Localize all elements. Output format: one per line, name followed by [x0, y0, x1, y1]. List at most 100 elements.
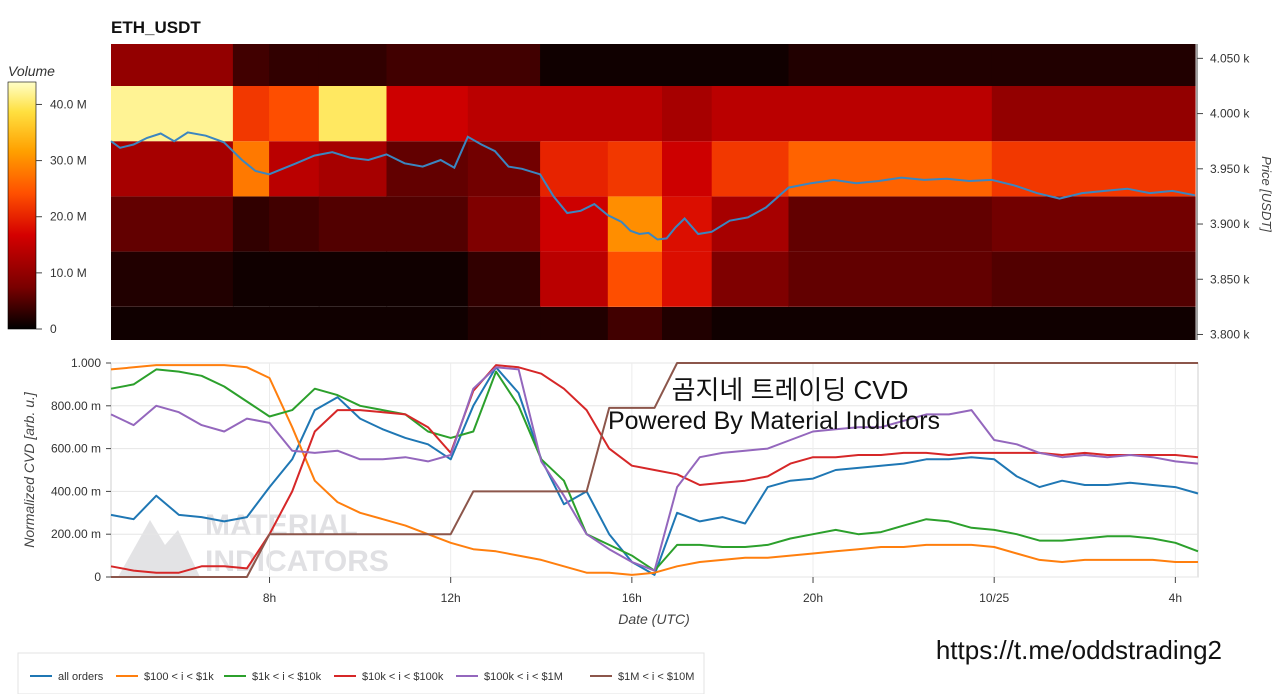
heatmap-cell [386, 141, 469, 197]
colorbar-tick-label: 40.0 M [50, 97, 87, 111]
heatmap-cell [788, 196, 993, 252]
cvd-annotation-line2: Powered By Material Indictors [608, 407, 940, 435]
heatmap-area [111, 44, 1196, 340]
heatmap-cell [607, 306, 663, 340]
cvd-ytick-label: 400.00 m [51, 484, 101, 498]
cvd-series-line [111, 362, 1198, 578]
heatmap-cell [386, 306, 469, 340]
heatmap-cell [788, 44, 993, 86]
cvd-series-line [110, 364, 1199, 574]
cvd-xlabel: Date (UTC) [618, 611, 690, 627]
legend: all orders $100 < i < $1k $1k < i < $10k $1… [30, 671, 694, 683]
colorbar-tick-label: 10.0 M [50, 266, 87, 280]
heatmap-cell [788, 251, 993, 307]
cvd-xtick-label: 8h [263, 591, 276, 605]
heatmap-cell [318, 251, 388, 307]
heatmap-cell [111, 141, 234, 197]
heatmap-cell [111, 86, 234, 142]
heatmap-cell [711, 141, 790, 197]
heatmap-tick-label: 3.800 k [1210, 327, 1250, 341]
heatmap-cell [711, 86, 790, 142]
watermark: MATERIAL INDICATORS [118, 509, 389, 578]
cvd-annotation-line1: 곰지네 트레이딩 CVD [672, 375, 909, 405]
legend-label: $100 < i < $1k [144, 671, 214, 683]
heatmap-cell [269, 306, 320, 340]
heatmap-cell [232, 306, 270, 340]
heatmap-tick-label: 3.900 k [1210, 217, 1250, 231]
colorbar-tick-label: 0 [50, 322, 57, 336]
cvd-ytick-label: 600.00 m [51, 442, 101, 456]
heatmap-cell [467, 86, 541, 142]
heatmap-cell [540, 306, 609, 340]
cvd-xtick-label: 20h [803, 591, 823, 605]
cvd-series-line [110, 366, 1199, 572]
heatmap-cell [540, 196, 609, 252]
heatmap-cell [232, 196, 270, 252]
heatmap-cell [991, 86, 1196, 142]
watermark-line2: INDICATORS [205, 545, 389, 578]
legend-box [17, 652, 705, 695]
heatmap-title: ETH_USDT [111, 18, 201, 37]
heatmap-cell [269, 44, 320, 86]
cvd-ytick-label: 800.00 m [51, 399, 101, 413]
footer-link[interactable]: https://t.me/oddstrading2 [936, 635, 1222, 665]
legend-label: $10k < i < $100k [362, 671, 444, 683]
heatmap-cell [662, 141, 713, 197]
cvd-xtick-label: 16h [622, 591, 642, 605]
cvd-xtick-label: 12h [441, 591, 461, 605]
heatmap-cell [991, 44, 1196, 86]
watermark-line1: MATERIAL [205, 509, 358, 542]
legend-label: $1k < i < $10k [252, 671, 322, 683]
heatmap-tick-label: 3.850 k [1210, 272, 1250, 286]
heatmap-cell [788, 86, 993, 142]
price-line [110, 131, 1196, 241]
heatmap-cell [662, 251, 713, 307]
heatmap-cell [232, 86, 270, 142]
heatmap-cell [269, 251, 320, 307]
heatmap-cell [607, 196, 663, 252]
colorbar-tick-label: 20.0 M [50, 210, 87, 224]
heatmap-cell [540, 251, 609, 307]
heatmap-cell [232, 251, 270, 307]
heatmap-cell [607, 86, 663, 142]
colorbar-tick-label: 30.0 M [50, 154, 87, 168]
heatmap-cell [788, 306, 993, 340]
cvd-series-line [110, 366, 1199, 576]
colorbar-label: Volume [8, 63, 55, 79]
heatmap-tick-label: 4.050 k [1210, 51, 1250, 65]
heatmap-cell [607, 141, 663, 197]
heatmap-cell [269, 196, 320, 252]
heatmap-cell [540, 44, 609, 86]
heatmap-cell [467, 44, 541, 86]
heatmap-cell [467, 306, 541, 340]
cvd-series [110, 362, 1199, 578]
cvd-series-line [110, 364, 1198, 576]
heatmap-cell [386, 86, 469, 142]
heatmap-cell [662, 44, 713, 86]
colorbar-ticks: 0 10.0 M 20.0 M 30.0 M 40.0 M [36, 97, 87, 336]
heatmap-cell [662, 196, 713, 252]
legend-label: $1M < i < $10M [618, 671, 694, 683]
heatmap-cell [318, 86, 388, 142]
cvd-ytick-label: 1.000 [71, 356, 101, 370]
heatmap-cell [607, 44, 663, 86]
heatmap-cell [318, 141, 388, 197]
legend-label: all orders [58, 671, 104, 683]
heatmap-cell [607, 251, 663, 307]
heatmap-cell [711, 44, 790, 86]
heatmap-cell [111, 306, 234, 340]
heatmap-cell [318, 306, 388, 340]
heatmap-cell [269, 141, 320, 197]
heatmap-cell [991, 196, 1196, 252]
cvd-xtick-label: 10/25 [979, 591, 1009, 605]
heatmap-cell [467, 196, 541, 252]
heatmap-tick-label: 3.950 k [1210, 162, 1250, 176]
heatmap-cell [318, 44, 388, 86]
heatmap-cell [269, 86, 320, 142]
heatmap-cell [540, 141, 609, 197]
heatmap-cell [111, 44, 234, 86]
cvd-ylabel: Normalized CVD [arb. u.] [21, 391, 37, 548]
cvd-ytick-label: 0 [94, 570, 101, 584]
